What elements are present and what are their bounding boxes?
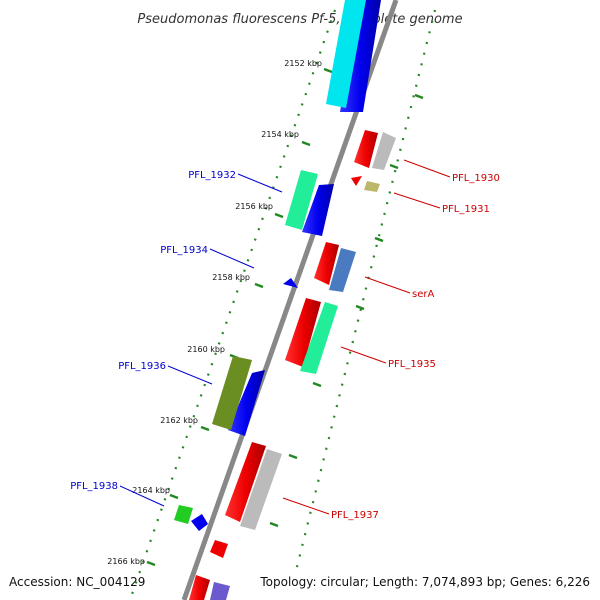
tick-label: 2158 kbp [212, 273, 250, 282]
cog-reverse-track [210, 132, 396, 600]
gene-label-pfl-1937[interactable]: PFL_1937 [331, 510, 379, 521]
tick-label: 2162 kbp [160, 416, 198, 425]
outer-dotted-ring [293, 9, 437, 576]
gene-label-pfl-1932[interactable]: PFL_1932 [188, 170, 236, 181]
cog-forward-track [174, 0, 366, 524]
cds-arrow [225, 442, 266, 522]
gene-labels: PFL_1930 PFL_1931 PFL_1932 PFL_1934 serA… [70, 170, 500, 521]
tick-labels: 2152 kbp 2154 kbp 2156 kbp 2158 kbp 2160… [107, 59, 322, 566]
cog-feature-teal [285, 170, 318, 230]
cds-arrow [351, 176, 362, 186]
tick-label: 2156 kbp [235, 202, 273, 211]
cds-arrow [210, 540, 228, 558]
cog-feature-purple [210, 582, 230, 600]
cog-feature-cyan [326, 0, 366, 108]
cds-arrow [283, 278, 298, 288]
gene-leader-lines [119, 159, 451, 515]
tick-label: 2166 kbp [107, 557, 145, 566]
cds-arrow [285, 298, 321, 367]
cog-feature-gray [240, 449, 282, 530]
tick-marks [146, 67, 424, 567]
forward-cds-track [191, 0, 381, 531]
reverse-cds-track [189, 130, 378, 600]
gene-label-pfl-1930[interactable]: PFL_1930 [452, 173, 500, 184]
gene-label-sera[interactable]: serA [412, 289, 434, 300]
map-title: Pseudomonas fluorescens Pf-5, complete g… [137, 12, 462, 27]
cds-arrow [302, 184, 334, 236]
gene-label-pfl-1936[interactable]: PFL_1936 [118, 361, 166, 372]
gene-label-pfl-1934[interactable]: PFL_1934 [160, 245, 208, 256]
cog-feature-olive [212, 356, 252, 430]
cog-feature-teal [300, 302, 338, 374]
cds-arrow [314, 242, 339, 285]
genome-summary: Topology: circular; Length: 7,074,893 bp… [259, 575, 590, 589]
cog-feature-khaki [364, 181, 380, 192]
tick-label: 2154 kbp [261, 130, 299, 139]
tick-label: 2160 kbp [187, 345, 225, 354]
cds-arrow [191, 514, 208, 531]
cog-feature-green [174, 505, 193, 524]
gene-label-pfl-1935[interactable]: PFL_1935 [388, 359, 436, 370]
cds-arrow [189, 575, 210, 600]
cog-feature-steel [329, 248, 356, 292]
accession-label: Accession: NC_004129 [9, 575, 145, 589]
cds-arrow [228, 370, 265, 436]
cog-feature-gray [372, 132, 396, 170]
gene-label-pfl-1938[interactable]: PFL_1938 [70, 481, 118, 492]
cds-arrow [354, 130, 378, 168]
tick-label: 2152 kbp [284, 59, 322, 68]
gene-label-pfl-1931[interactable]: PFL_1931 [442, 204, 490, 215]
tick-label: 2164 kbp [132, 486, 170, 495]
